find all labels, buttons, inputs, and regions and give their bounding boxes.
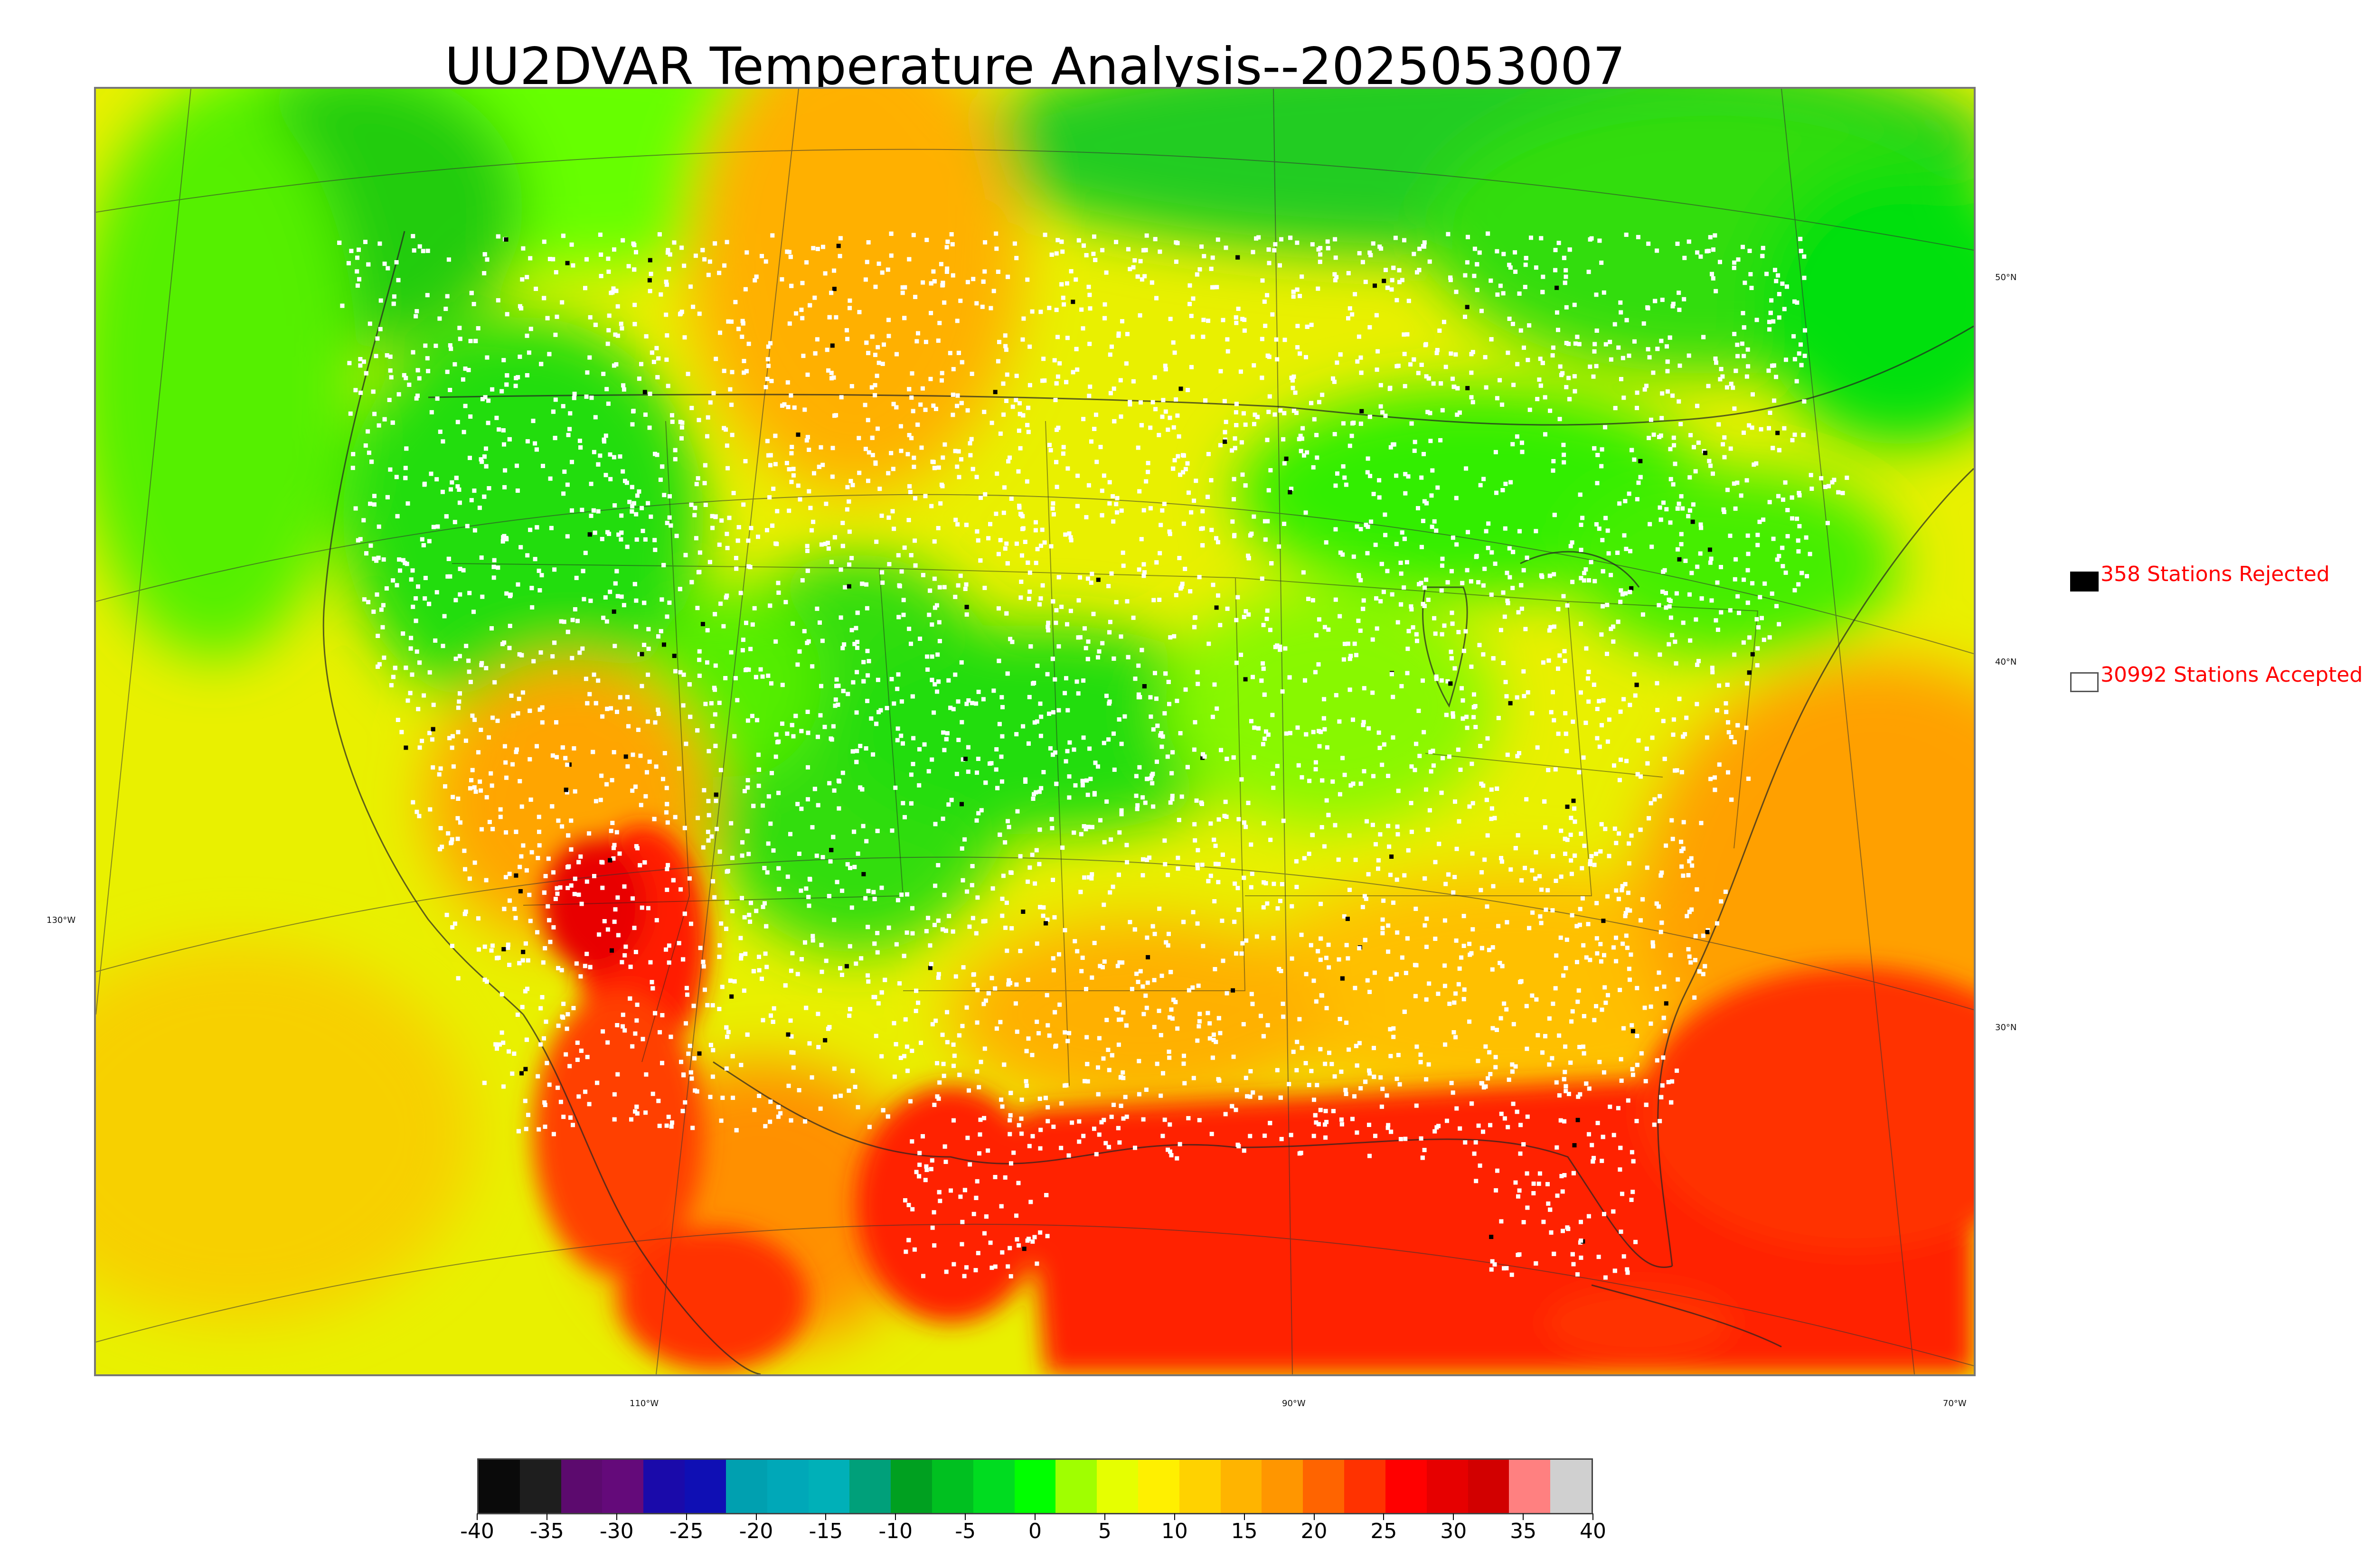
- colorbar-tick-label: -30: [599, 1519, 634, 1543]
- colorbar-segment: [602, 1460, 644, 1513]
- colorbar-tick-label: -40: [460, 1519, 494, 1543]
- colorbar-tick-mark: [1174, 1513, 1175, 1520]
- colorbar-tick-mark: [825, 1513, 827, 1520]
- colorbar-segment: [1468, 1460, 1509, 1513]
- colorbar-segment: [1220, 1460, 1262, 1513]
- colorbar-tick-label: 10: [1161, 1519, 1188, 1543]
- colorbar-tick-label: -20: [739, 1519, 773, 1543]
- colorbar-segment: [1262, 1460, 1303, 1513]
- colorbar-segment: [932, 1460, 973, 1513]
- temperature-map: [94, 87, 1976, 1376]
- colorbar-tick-label: -15: [809, 1519, 843, 1543]
- lon-label-130w: 130°W: [47, 915, 76, 925]
- colorbar-tick-label: -25: [669, 1519, 704, 1543]
- colorbar-tick-mark: [1035, 1513, 1036, 1520]
- colorbar-segment: [849, 1460, 891, 1513]
- lon-label-90w: 90°W: [1282, 1399, 1306, 1408]
- rejected-stations-label: 358 Stations Rejected: [2101, 562, 2330, 586]
- colorbar-tick-mark: [1592, 1513, 1593, 1520]
- colorbar-segment: [643, 1460, 685, 1513]
- colorbar-tick-mark: [965, 1513, 966, 1520]
- colorbar-tick-label: 25: [1370, 1519, 1397, 1543]
- colorbar-tick-mark: [895, 1513, 896, 1520]
- colorbar-tick-label: 20: [1300, 1519, 1328, 1543]
- colorbar-tick-mark: [477, 1513, 478, 1520]
- colorbar-segment: [767, 1460, 809, 1513]
- station-markers: [337, 231, 1849, 1280]
- lat-label-30n: 30°N: [1995, 1023, 2017, 1033]
- lon-label-110w: 110°W: [630, 1399, 659, 1408]
- map-title: UU2DVAR Temperature Analysis--2025053007: [444, 37, 1626, 96]
- colorbar-tick-label: 15: [1231, 1519, 1258, 1543]
- lon-label-70w: 70°W: [1943, 1399, 1967, 1408]
- colorbar-segment: [1550, 1460, 1592, 1513]
- temperature-field: [96, 89, 1974, 1374]
- lat-label-40n: 40°N: [1995, 657, 2017, 667]
- colorbar-tick-label: 0: [1028, 1519, 1042, 1543]
- colorbar-segment: [1179, 1460, 1221, 1513]
- colorbar-segment: [685, 1460, 726, 1513]
- colorbar-tick-mark: [1313, 1513, 1315, 1520]
- colorbar-segment: [1426, 1460, 1468, 1513]
- colorbar-tick-label: -35: [529, 1519, 564, 1543]
- colorbar-tick-label: -5: [955, 1519, 976, 1543]
- colorbar-segment: [1014, 1460, 1056, 1513]
- colorbar-segment: [1303, 1460, 1345, 1513]
- colorbar-tick-label: 40: [1580, 1519, 1606, 1543]
- colorbar-tick-mark: [1453, 1513, 1454, 1520]
- colorbar-tick-label: 35: [1510, 1519, 1537, 1543]
- colorbar-segment: [1138, 1460, 1179, 1513]
- colorbar-segment: [1509, 1460, 1551, 1513]
- colorbar-tick-mark: [755, 1513, 757, 1520]
- colorbar-segment: [1097, 1460, 1138, 1513]
- rejected-marker-swatch: [2070, 572, 2099, 592]
- colorbar-segment: [891, 1460, 932, 1513]
- colorbar-tick-label: 30: [1440, 1519, 1467, 1543]
- colorbar-tick-mark: [1244, 1513, 1245, 1520]
- colorbar-tick-label: 5: [1098, 1519, 1112, 1543]
- colorbar-segment: [519, 1460, 561, 1513]
- colorbar-segment: [561, 1460, 603, 1513]
- colorbar-tick-mark: [616, 1513, 617, 1520]
- colorbar-tick-mark: [1104, 1513, 1105, 1520]
- colorbar-segment: [1344, 1460, 1385, 1513]
- colorbar-tick-mark: [1523, 1513, 1524, 1520]
- accepted-marker-swatch: [2070, 672, 2099, 692]
- colorbar-segment: [1055, 1460, 1097, 1513]
- colorbar-segment: [973, 1460, 1015, 1513]
- colorbar-segment: [1385, 1460, 1427, 1513]
- colorbar-tick-label: -10: [878, 1519, 913, 1543]
- colorbar-segment: [479, 1460, 520, 1513]
- colorbar-segment: [808, 1460, 850, 1513]
- temperature-colorbar: [477, 1458, 1593, 1514]
- colorbar-tick-mark: [546, 1513, 547, 1520]
- lat-label-50n: 50°N: [1995, 272, 2017, 282]
- colorbar-tick-mark: [1383, 1513, 1385, 1520]
- colorbar-tick-mark: [686, 1513, 687, 1520]
- accepted-stations-label: 30992 Stations Accepted: [2101, 663, 2363, 687]
- colorbar-segment: [725, 1460, 767, 1513]
